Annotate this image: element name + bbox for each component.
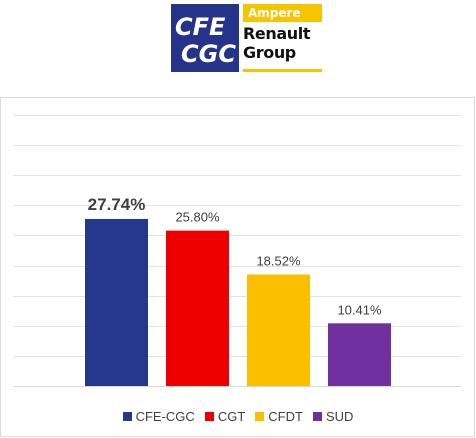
- data-label-sud: 10.41%: [337, 302, 382, 317]
- ampere-label: Ampere: [243, 4, 322, 22]
- cgc-text: CGC: [181, 40, 236, 68]
- legend-label: SUD: [325, 408, 354, 424]
- cfe-cgc-badge: CFE CGC: [171, 4, 239, 72]
- data-label-cgt: 25.80%: [175, 210, 220, 225]
- bar-cfdt: [247, 274, 310, 386]
- legend-item-cgt: CGT: [204, 408, 246, 424]
- chart-frame: [0, 97, 475, 437]
- chart-legend: CFE-CGC CGT CFDT SUD: [0, 406, 476, 426]
- renault-text: Renault: [243, 24, 311, 43]
- bar-cgt: [166, 230, 229, 386]
- bar-sud: [328, 323, 391, 386]
- data-label-cfe-cgc: 27.74%: [88, 195, 146, 214]
- group-text: Group: [243, 43, 296, 62]
- legend-item-cfdt: CFDT: [255, 409, 303, 424]
- cfe-cgc-badge-graphic: CFE CGC: [175, 13, 236, 68]
- renault-group-wordmark: Renault Group: [243, 24, 322, 62]
- cfe-cgc-logo: CFE CGC Ampere Renault Group: [171, 4, 322, 72]
- legend-label: CFDT: [268, 408, 303, 424]
- legend-item-sud: SUD: [312, 408, 354, 424]
- bar-labels: 27.74% 25.80% 18.52% 10.41%: [88, 195, 382, 317]
- grid-lines: [13, 115, 461, 357]
- bar-cfe-cgc: [85, 218, 148, 386]
- data-label-cfdt: 18.52%: [256, 253, 301, 268]
- bars: [85, 218, 391, 386]
- legend-label: CFE-CGC: [135, 408, 195, 424]
- legend-swatch: [312, 411, 322, 421]
- legend-swatch: [204, 411, 214, 421]
- legend-swatch: [122, 411, 132, 421]
- legend-label: CGT: [217, 408, 246, 424]
- cfe-text: CFE: [175, 13, 226, 41]
- logo-underline: [243, 69, 322, 72]
- legend-item-cfe-cgc: CFE-CGC: [122, 408, 195, 424]
- legend-swatch: [255, 411, 265, 421]
